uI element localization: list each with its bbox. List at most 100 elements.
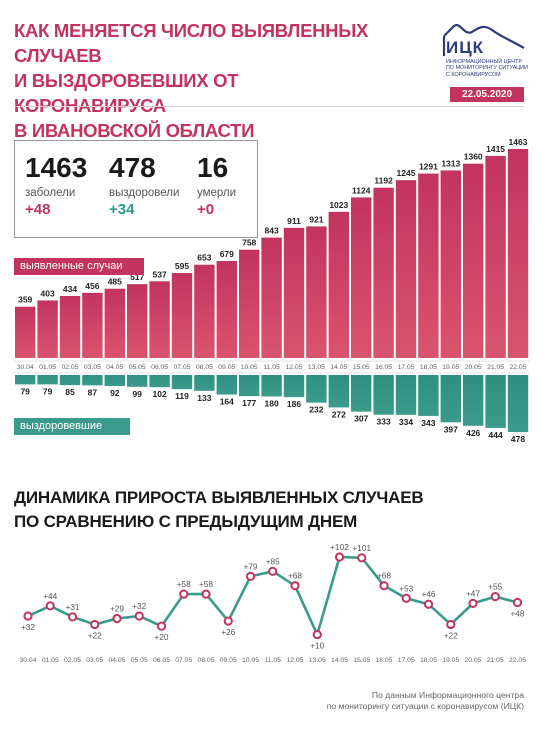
point-growth-10.05 — [245, 571, 256, 581]
point-growth-21.05 — [490, 592, 500, 602]
bar-cases-17.05 — [395, 180, 417, 358]
bar-cases-08.05 — [194, 264, 215, 358]
bar-cases-label: 1291 — [419, 162, 438, 172]
logo-wave-icon — [442, 23, 525, 56]
bar-cases-label: 456 — [85, 281, 99, 291]
bar-recovered-11.05 — [261, 375, 282, 397]
point-growth-label: +58 — [177, 579, 191, 589]
point-growth-09.05 — [223, 616, 233, 626]
x-tick-label: 22.05 — [509, 364, 526, 371]
bar-cases-label: 1245 — [397, 168, 416, 178]
point-growth-15.05 — [357, 553, 367, 563]
stat-infected-value: 1463 — [25, 152, 88, 183]
point-growth-label: +53 — [399, 583, 413, 593]
stat-infected: 1463 заболели +48 — [25, 152, 88, 219]
bar-cases-09.05 — [216, 261, 237, 358]
bar-cases-16.05 — [373, 187, 394, 358]
x-tick-label-growth: 16.05 — [375, 657, 392, 664]
bar-cases-13.05 — [306, 226, 327, 358]
bar-cases-22.05 — [507, 149, 529, 358]
x-tick-label: 18.05 — [420, 364, 437, 371]
x-tick-label: 07.05 — [173, 364, 190, 371]
x-tick-label-growth: 12.05 — [286, 657, 303, 664]
x-tick-label: 09.05 — [218, 364, 235, 371]
point-growth-01.05 — [45, 601, 55, 611]
x-tick-label-growth: 13.05 — [309, 657, 326, 664]
bar-recovered-label: 444 — [489, 430, 503, 440]
point-growth-label: +47 — [466, 588, 480, 598]
x-tick-label-growth: 19.05 — [442, 657, 459, 664]
bar-cases-label: 843 — [265, 226, 279, 236]
point-growth-16.05 — [379, 581, 389, 591]
section-title-line-2: ПО СРАВНЕНИЮ С ПРЕДЫДУЩИМ ДНЕМ — [14, 512, 358, 531]
bar-recovered-20.05 — [463, 375, 484, 426]
bar-cases-label: 653 — [197, 253, 211, 263]
point-growth-07.05 — [179, 589, 189, 599]
bar-recovered-16.05 — [373, 375, 394, 415]
bar-recovered-03.05 — [82, 375, 103, 386]
bar-recovered-30.04 — [15, 375, 36, 385]
bar-cases-03.05 — [82, 292, 103, 358]
point-growth-20.05 — [468, 598, 478, 608]
bar-recovered-12.05 — [283, 375, 305, 398]
title-line-3: В ИВАНОВСКОЙ ОБЛАСТИ — [14, 120, 255, 141]
divider — [14, 106, 524, 107]
bar-cases-11.05 — [261, 237, 282, 358]
bar-recovered-label: 119 — [175, 391, 189, 401]
point-growth-03.05 — [90, 619, 100, 630]
x-tick-label: 05.05 — [129, 364, 146, 371]
point-growth-label: +46 — [421, 589, 435, 599]
x-tick-label: 17.05 — [397, 364, 414, 371]
point-growth-label: +22 — [88, 630, 102, 640]
x-tick-label-growth: 21.05 — [487, 657, 504, 664]
stat-recovered-value: 478 — [109, 152, 156, 183]
stat-deaths-delta: +0 — [197, 201, 215, 218]
bar-recovered-label: 102 — [153, 389, 167, 399]
bar-recovered-label: 85 — [65, 387, 75, 397]
bar-recovered-06.05 — [149, 375, 170, 388]
x-tick-label: 14.05 — [330, 364, 347, 371]
bar-cases-21.05 — [485, 155, 506, 358]
x-tick-label-growth: 07.05 — [175, 657, 192, 664]
bar-cases-label: 537 — [153, 269, 167, 279]
x-tick-label: 19.05 — [442, 364, 459, 371]
logo-name: ИЦК — [446, 38, 485, 57]
x-tick-label-growth: 11.05 — [264, 657, 281, 664]
bar-cases-05.05 — [127, 284, 148, 358]
stat-recovered: 478 выздоровели +34 — [109, 152, 179, 219]
bar-recovered-label: 87 — [88, 387, 98, 397]
logo-subtitle: ИНФОРМАЦИОННЫЙ ЦЕНТР ПО МОНИТОРИНГУ СИТУ… — [446, 59, 546, 78]
point-growth-label: +31 — [65, 602, 79, 612]
bar-recovered-02.05 — [59, 375, 81, 386]
bar-recovered-19.05 — [440, 375, 461, 423]
x-tick-label: 03.05 — [84, 364, 101, 371]
bar-cases-label: 1360 — [464, 152, 483, 162]
x-tick-label-growth: 03.05 — [86, 657, 103, 664]
bar-recovered-21.05 — [485, 375, 506, 428]
point-growth-label: +32 — [132, 601, 146, 611]
point-growth-14.05 — [334, 552, 345, 562]
bar-recovered-label: 333 — [377, 417, 391, 427]
bar-cases-01.05 — [37, 300, 58, 358]
point-growth-02.05 — [67, 612, 78, 622]
point-growth-label: +79 — [243, 561, 257, 571]
point-growth-label: +101 — [352, 543, 371, 553]
source-line-1: По данным Информационного центра — [371, 690, 524, 700]
bar-cases-label: 758 — [242, 238, 256, 248]
point-growth-22.05 — [512, 597, 523, 608]
point-growth-11.05 — [268, 566, 278, 576]
x-tick-label: 10.05 — [241, 364, 258, 371]
section-title-line-1: ДИНАМИКА ПРИРОСТА ВЫЯВЛЕННЫХ СЛУЧАЕВ — [14, 488, 424, 507]
bar-recovered-label: 478 — [511, 434, 525, 444]
point-growth-label: +85 — [266, 556, 280, 566]
bar-cases-label: 359 — [18, 295, 32, 305]
bar-recovered-08.05 — [194, 375, 215, 391]
bar-cases-label: 403 — [41, 288, 55, 298]
bar-recovered-label: 133 — [197, 393, 211, 403]
point-growth-12.05 — [290, 581, 300, 591]
bar-recovered-label: 232 — [309, 405, 323, 415]
legend-cases: выявленные случаи — [14, 258, 144, 275]
x-tick-label-growth: 14.05 — [331, 657, 348, 664]
logo: ИЦК ИНФОРМАЦИОННЫЙ ЦЕНТР ПО МОНИТОРИНГУ … — [420, 22, 530, 78]
